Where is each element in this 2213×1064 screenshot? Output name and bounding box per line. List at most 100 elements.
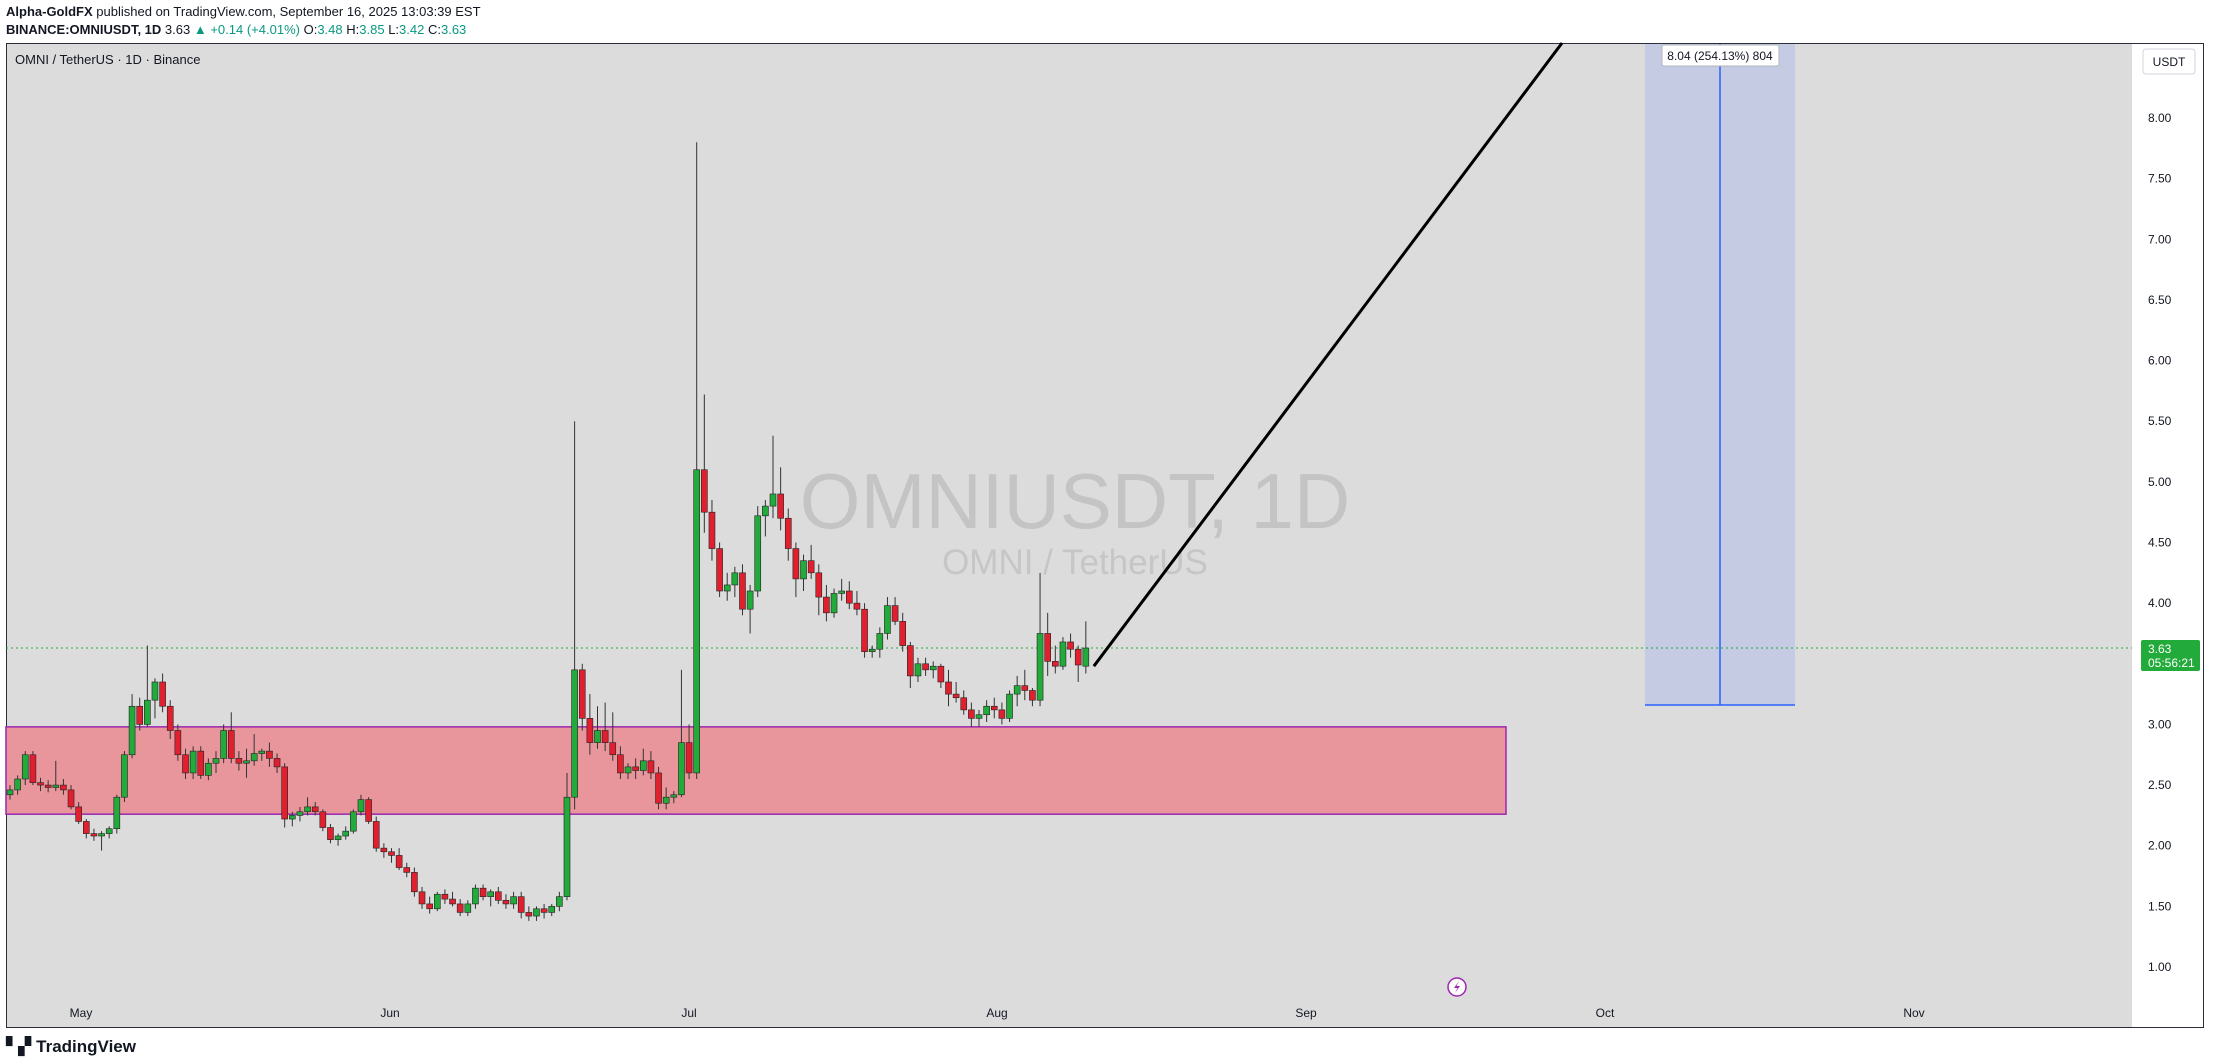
candle-body <box>571 669 578 798</box>
candles-layer <box>6 42 1564 921</box>
candle <box>1044 612 1051 676</box>
candle-body <box>861 608 868 652</box>
watermark-sub: OMNI / TetherUS <box>942 543 1208 582</box>
candle-body <box>1013 685 1021 695</box>
candle <box>334 833 342 846</box>
price-axis[interactable]: 1.001.502.002.503.003.504.004.505.005.50… <box>2148 111 2172 974</box>
time-axis[interactable]: May Jun Jul Aug Sep Oct Nov <box>70 1006 1925 1020</box>
candle-body <box>197 750 205 776</box>
candle <box>52 760 60 792</box>
candle <box>907 641 914 689</box>
candle-body <box>563 796 571 897</box>
candle <box>44 780 52 793</box>
open-label: O: <box>303 22 318 37</box>
candle-body <box>723 584 731 592</box>
footer-brand[interactable]: ▘▞ TradingView <box>6 1037 136 1057</box>
candle <box>868 645 876 658</box>
candle-body <box>52 784 60 788</box>
candle-body <box>968 709 975 719</box>
candle-body <box>342 830 350 837</box>
candle <box>90 828 98 841</box>
candle <box>754 506 762 598</box>
author-name[interactable]: Alpha-GoldFX <box>6 4 93 19</box>
candle <box>327 823 334 844</box>
candle <box>777 467 784 531</box>
candle <box>1029 688 1036 707</box>
candle-body <box>1074 648 1082 666</box>
candle <box>853 591 861 616</box>
candle-body <box>273 758 281 768</box>
candle-body <box>807 560 815 574</box>
candle-body <box>411 872 418 893</box>
candle-body <box>1006 693 1013 719</box>
candle-body <box>540 908 548 913</box>
candle <box>472 884 479 909</box>
candle <box>723 572 731 601</box>
candle <box>952 681 960 703</box>
price-axis-label: 6.50 <box>2148 293 2172 307</box>
candle <box>1052 645 1059 674</box>
candle <box>105 826 113 839</box>
candle-body <box>601 730 609 743</box>
candle <box>418 886 426 909</box>
open-value: 3.48 <box>317 22 343 37</box>
candle-body <box>929 665 937 671</box>
candle-body <box>388 851 395 856</box>
price-axis-label: 5.50 <box>2148 414 2172 428</box>
candle <box>296 806 304 822</box>
candle-body <box>678 742 685 796</box>
candle <box>159 673 166 713</box>
candle <box>281 763 288 828</box>
price-axis-label: 7.50 <box>2148 172 2172 186</box>
candle-body <box>319 811 327 828</box>
candle <box>243 748 250 778</box>
candle <box>800 554 807 592</box>
candle-body <box>372 821 380 849</box>
candle <box>1006 690 1013 723</box>
candle-body <box>90 833 98 837</box>
currency-button[interactable]: USDT <box>2142 48 2196 75</box>
candle-body <box>433 893 441 910</box>
candle <box>845 581 853 610</box>
support-zone <box>5 726 1507 815</box>
candle <box>1013 675 1021 707</box>
candle-body <box>838 590 845 594</box>
watermark-main: OMNIUSDT, 1D <box>800 457 1350 545</box>
candle-body <box>731 572 739 586</box>
price-axis-label: 6.00 <box>2148 354 2172 368</box>
close-label: C: <box>427 22 441 37</box>
candle <box>227 712 235 764</box>
lightning-icon[interactable] <box>1447 977 1467 997</box>
candle <box>899 612 907 652</box>
candle-body <box>960 697 968 711</box>
candle <box>525 906 533 921</box>
brand-name[interactable]: TradingView <box>36 1037 136 1056</box>
candle-body <box>464 903 472 913</box>
candle <box>182 748 189 780</box>
measure-label-box <box>1661 44 1780 67</box>
candle-body <box>37 782 44 786</box>
tradingview-logo-icon: ▘▞ <box>6 1037 31 1056</box>
currency-button-box[interactable] <box>2142 48 2196 75</box>
publish-info: published on TradingView.com, September … <box>96 4 481 19</box>
price-axis-label: 2.50 <box>2148 778 2172 792</box>
candle <box>838 578 845 601</box>
candle <box>914 657 922 682</box>
candle-body <box>266 750 273 759</box>
candle-body <box>350 811 357 832</box>
candle-body <box>647 760 655 774</box>
currency-button-label[interactable]: USDT <box>2153 55 2186 69</box>
candle <box>411 867 418 897</box>
candle <box>479 884 487 901</box>
candle-body <box>716 548 723 592</box>
candle <box>945 669 952 707</box>
candle-body <box>777 493 784 519</box>
candle <box>922 657 929 676</box>
candle <box>876 627 884 658</box>
candle <box>205 758 212 781</box>
candle <box>311 802 319 816</box>
candle <box>990 697 998 719</box>
candle <box>556 891 563 912</box>
candle-body <box>556 896 563 907</box>
